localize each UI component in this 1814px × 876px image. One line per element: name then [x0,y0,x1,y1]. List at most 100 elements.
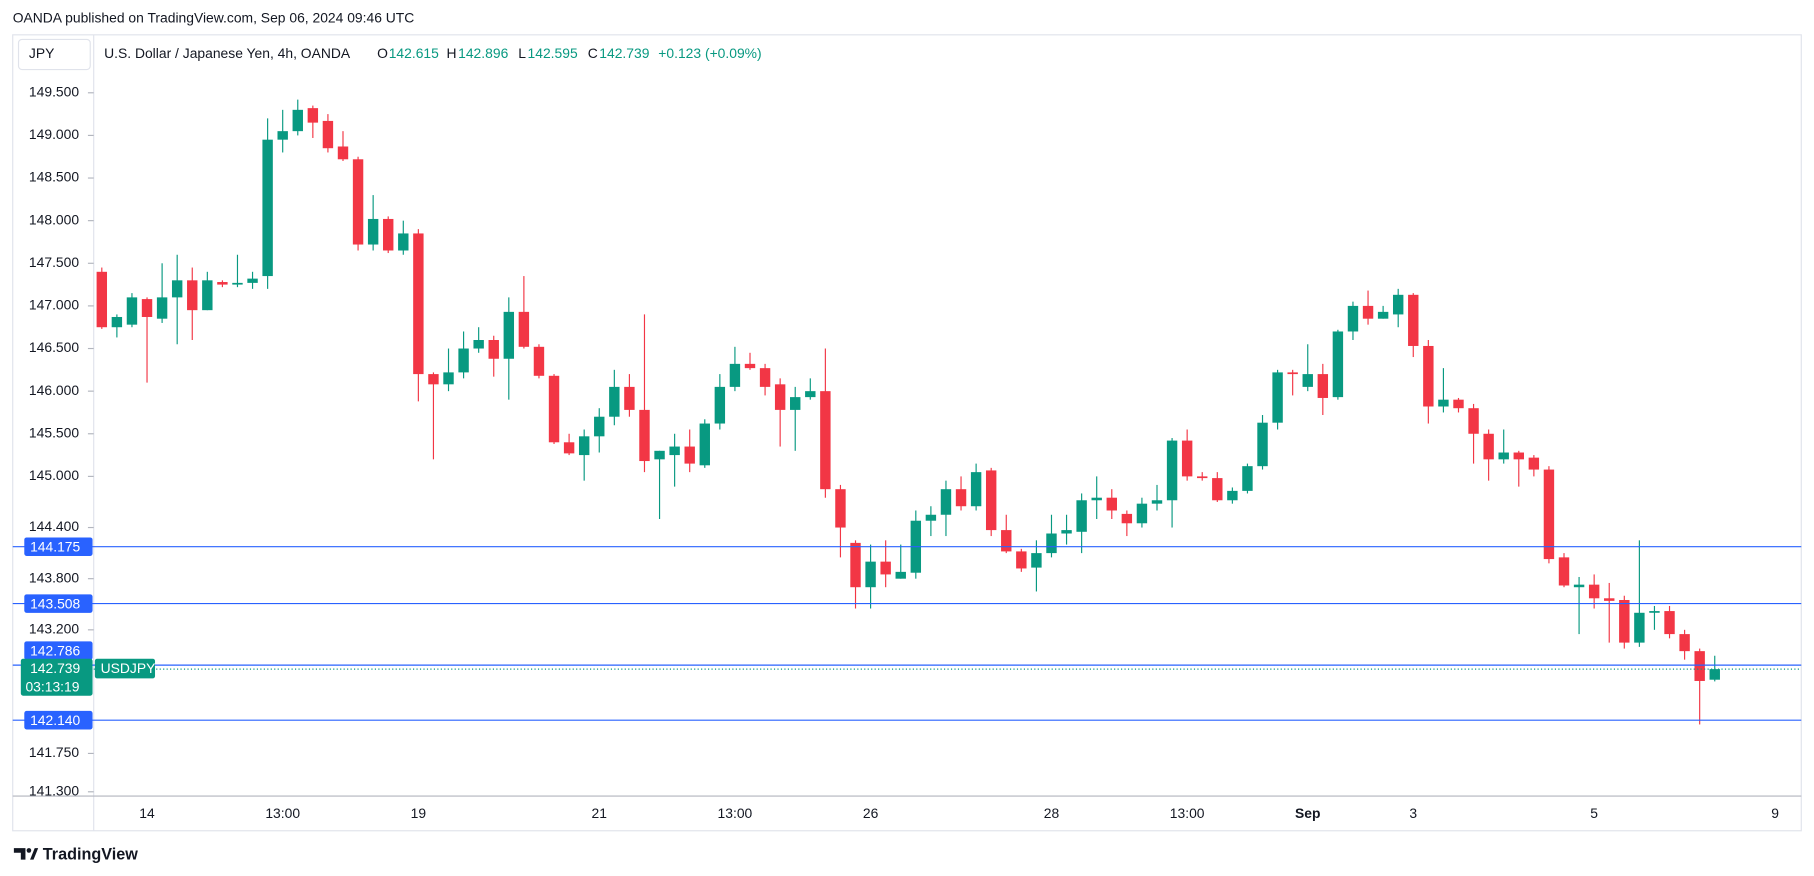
candle-body [1197,476,1208,479]
candle-body [548,375,560,443]
candle-body [533,346,545,376]
candle-body [1694,651,1705,681]
candle-body [428,374,439,385]
currency-button[interactable] [17,38,91,71]
candle-body [699,423,710,466]
x-tick-label: 21 [592,805,608,821]
candle-body [1634,612,1645,643]
candle-body [1709,669,1720,680]
candle-body [1212,478,1223,501]
price-line-label: 143.508 [30,595,80,611]
candle-body [684,446,695,464]
candle-body [880,561,891,575]
candle-body [1408,294,1419,346]
x-tick-label: 9 [1771,805,1779,821]
x-tick-label: 5 [1590,805,1598,821]
symbol-badge [94,658,156,679]
candle-body [895,571,906,579]
candle-body [277,131,288,140]
candle-body [1573,584,1585,588]
candle-body [790,397,801,410]
candle-body [714,386,726,424]
x-tick-label: 13:00 [1170,805,1205,821]
y-tick-label: 143.800 [29,569,79,585]
price-line-badge [24,537,93,556]
candle-body [1106,497,1117,511]
y-tick-label: 148.500 [29,169,79,185]
y-tick-label: 147.500 [29,254,79,270]
y-tick-label: 149.500 [29,83,79,99]
x-tick-label: 26 [863,805,879,821]
chart-panel [12,34,1802,832]
candle-body [307,108,319,123]
candle-body [141,299,153,317]
candle-body [1121,513,1133,524]
candle-body [1272,372,1283,423]
candle-body [383,218,394,251]
candle-body [1438,399,1449,407]
candle-body [1543,469,1555,560]
candle-body [955,489,967,507]
candle-body [217,282,228,285]
candle-body [1181,440,1193,477]
candle-body [1166,440,1178,501]
ohlc-value: 142.896 [458,45,508,61]
price-line-badge [24,641,93,660]
candle-body [985,470,997,531]
candle-body [126,297,138,325]
candle-body [1498,452,1509,460]
candle-body [518,311,530,347]
candle-body [1453,399,1464,409]
candle-body [624,386,635,410]
brand-logo [13,848,39,860]
candle-body [96,271,108,328]
candle-body [1242,466,1253,491]
price-line-badge [24,710,93,730]
current-price-label: 142.739 [30,660,80,676]
candle-body [970,472,982,507]
candle-body [759,368,771,387]
candle-body [187,280,198,311]
candle-body [1664,611,1675,635]
candle-body [322,120,334,149]
candle-body [232,282,243,285]
candle-body [925,514,937,521]
y-tick-label: 145.500 [29,424,79,440]
change: +0.123 (+0.09%) [658,45,761,61]
x-tick-label: 14 [139,805,155,821]
candle-body [1031,553,1042,568]
candle-body [171,280,183,298]
y-tick-label: 141.300 [29,782,79,798]
candle-body [744,363,756,369]
candle-body [1604,598,1615,601]
candle-body [865,561,876,588]
candle-body [443,372,454,385]
y-tick-label: 149.000 [29,126,79,142]
currency-label: JPY [29,45,54,61]
candle-body [1227,490,1238,501]
published-note: OANDA published on TradingView.com, Sep … [13,9,415,25]
ohlc-letter: O [377,45,388,61]
candle-body [413,233,424,375]
candle-body [111,316,123,328]
candle-body [654,450,665,460]
candle-body [1528,457,1540,470]
candle-body [367,218,379,245]
candle-body [1619,599,1630,643]
candle-body [1588,584,1600,599]
candle-body [1649,611,1660,613]
candle-body [352,159,364,245]
candle-body [1423,345,1434,407]
candle-body [1468,408,1479,434]
candle-body [774,384,786,410]
ohlc-letter: L [518,45,526,61]
candle-body [1076,500,1087,532]
candle-body [1061,530,1072,534]
x-tick-label: 13:00 [718,805,753,821]
price-line-label: 142.786 [30,642,80,658]
candle-body [1136,503,1148,524]
y-tick-label: 145.000 [29,467,79,483]
ohlc-value: 142.739 [599,45,649,61]
candle-body [940,489,952,515]
